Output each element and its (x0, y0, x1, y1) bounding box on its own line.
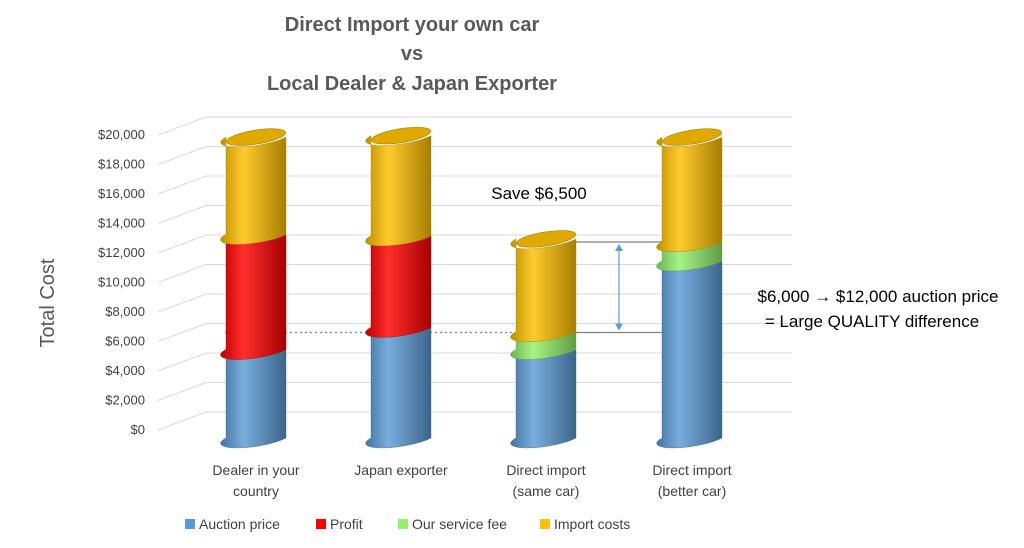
category-label: (better car) (658, 483, 726, 499)
gridline-diagonal (157, 411, 207, 431)
price-annotation: $6,000 → $12,000 auction price (757, 287, 998, 306)
y-tick-label: $18,000 (98, 157, 145, 172)
bar-segment (220, 234, 287, 360)
bar-segment (510, 349, 577, 449)
bars (220, 126, 723, 449)
bar-top (226, 128, 286, 146)
bar-top (516, 230, 576, 248)
legend-label: Our service fee (412, 516, 507, 532)
gridline-diagonal (157, 234, 207, 254)
category-label: (same car) (513, 483, 580, 499)
bar-segment (220, 349, 287, 449)
legend-label: Auction price (199, 516, 280, 532)
legend-label: Import costs (554, 516, 630, 532)
gridline-diagonal (157, 352, 207, 372)
legend-swatch (540, 519, 550, 529)
bar-top (662, 128, 722, 146)
y-tick-label: $4,000 (105, 363, 145, 378)
save-annotation: Save $6,500 (491, 184, 586, 203)
reference-lines (225, 241, 690, 334)
bar-stack (365, 126, 432, 449)
arrow-head-up (615, 244, 623, 251)
bar-segment (510, 238, 577, 342)
y-tick-label: $8,000 (105, 304, 145, 319)
bar-segment (365, 235, 432, 338)
gridline-diagonal (157, 323, 207, 342)
bar-segment (220, 136, 287, 245)
bar-segment (656, 136, 723, 252)
y-tick-label: $12,000 (98, 245, 145, 260)
y-tick-label: $16,000 (98, 186, 145, 201)
category-label: Japan exporter (354, 462, 448, 478)
y-tick-label: $14,000 (98, 216, 145, 231)
y-axis-title: Total Cost (37, 258, 59, 347)
y-tick-label: $2,000 (105, 393, 145, 408)
chart-title-line-3: Local Dealer & Japan Exporter (267, 73, 557, 95)
annotations: Save $6,500 $6,000 → $12,000 auction pri… (491, 184, 998, 331)
category-label: Dealer in your (212, 462, 299, 478)
bar-segment (365, 135, 432, 247)
chart-title-line-1: Direct Import your own car (285, 14, 540, 36)
y-tick-label: $6,000 (105, 334, 145, 349)
y-tick-label: $20,000 (98, 127, 145, 142)
gridline-diagonal (157, 116, 207, 136)
legend-label: Profit (330, 516, 363, 532)
legend-swatch (185, 519, 195, 529)
gridline-diagonal (157, 293, 207, 313)
bar-top (371, 126, 431, 145)
legend-swatch (316, 519, 326, 529)
chart-title: Direct Import your own car vs Local Deal… (267, 14, 557, 95)
gridline-diagonal (157, 382, 207, 401)
legend-swatch (398, 519, 408, 529)
chart-title-line-2: vs (401, 43, 423, 65)
category-label: country (233, 483, 279, 499)
legend: Auction price Profit Our service fee Import… (185, 516, 630, 532)
arrow-head-down (615, 323, 623, 331)
bar-segment (365, 327, 432, 449)
y-tick-label: $0 (131, 422, 145, 437)
category-label: Direct import (652, 462, 731, 478)
bar-stack (656, 128, 723, 449)
bar-segment (656, 260, 723, 449)
quality-annotation: = Large QUALITY difference (765, 312, 979, 331)
category-labels: Dealer in your country Japan exporter Direc… (212, 462, 731, 499)
y-tick-label: $10,000 (98, 275, 145, 290)
gridline-diagonal (157, 146, 207, 165)
category-label: Direct import (506, 462, 585, 478)
gridline-diagonal (157, 264, 207, 283)
gridline-diagonal (157, 205, 207, 224)
bar-stack (510, 230, 577, 449)
gridline-diagonal (157, 175, 207, 195)
bar-stack (220, 128, 287, 449)
y-axis-ticks: $0 $2,000 $4,000 $6,000 $8,000 $10,000 $12,000… (98, 127, 145, 437)
